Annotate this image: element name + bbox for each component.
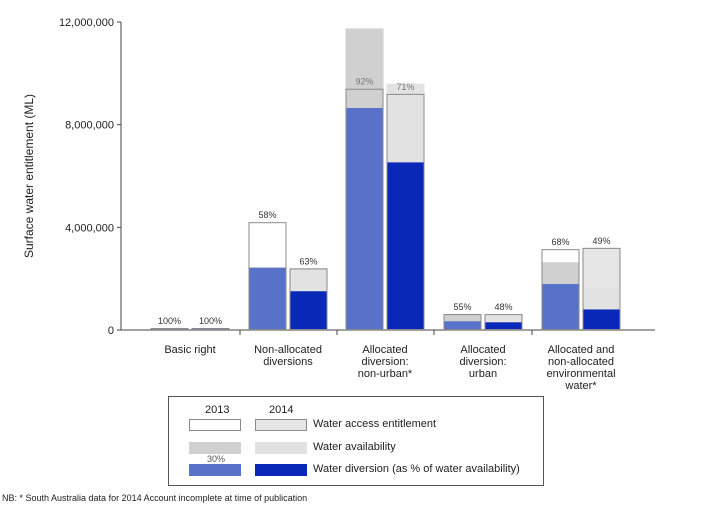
x-category-label: environmental — [546, 368, 615, 380]
bar-diversion-2013 — [443, 321, 482, 330]
legend-swatch-diversion-2013 — [189, 464, 241, 476]
bar-entitlement-outline-2014 — [582, 247, 621, 330]
bar-diversion-2014 — [484, 322, 523, 330]
y-tick-label: 8,000,000 — [65, 120, 114, 132]
legend-swatch-diversion-2014 — [255, 464, 307, 476]
bar-pct-label: 68% — [551, 237, 569, 247]
bar-entitlement-outline-2013 — [345, 88, 384, 330]
x-category-label: diversions — [263, 356, 313, 368]
legend-swatch-entitlement-2013 — [189, 419, 241, 431]
legend-swatch-entitlement-2014 — [255, 419, 307, 431]
bar-entitlement-outline-2014 — [191, 328, 230, 331]
bar-diversion-2014 — [386, 162, 425, 330]
legend-entitlement-label: Water access entitlement — [313, 418, 437, 430]
legend-year-2014: 2014 — [269, 404, 294, 416]
bar-diversion-2014 — [582, 309, 621, 330]
x-category-label: urban — [469, 368, 497, 380]
bar-diversion-2013 — [345, 107, 384, 330]
legend-swatch-availability-2014 — [255, 442, 307, 454]
x-category-label: diversion: — [459, 356, 506, 368]
bar-pct-label: 58% — [258, 210, 276, 220]
bar-pct-label: 100% — [199, 316, 222, 326]
bar-diversion-2013 — [541, 284, 580, 330]
x-category-label: non-allocated — [548, 356, 614, 368]
x-category-label: diversion: — [361, 356, 408, 368]
bar-diversion-2013 — [248, 267, 287, 330]
bar-entitlement-outline-2013 — [443, 314, 482, 331]
x-category-label: Basic right — [164, 344, 215, 356]
bar-entitlement-outline-2014 — [289, 268, 328, 330]
bar-pct-label: 63% — [299, 256, 317, 266]
x-category-label: non-urban* — [358, 368, 413, 380]
bar-entitlement-outline-2013 — [248, 222, 287, 330]
chart-area: 0 4,000,000 8,000,000 12,000,000 Surface wat… — [22, 17, 655, 392]
y-tick-label: 0 — [108, 325, 114, 337]
legend-year-2013: 2013 — [205, 404, 230, 416]
y-axis-label: Surface water entitlement (ML) — [22, 94, 36, 258]
bar-pct-label: 48% — [494, 302, 512, 312]
bar-pct-label: 92% — [355, 77, 373, 87]
x-category-label: Allocated and — [548, 344, 615, 356]
footnote: NB: * South Australia data for 2014 Acco… — [2, 493, 308, 503]
bar-pct-label: 100% — [158, 316, 181, 326]
x-category-label: Allocated — [460, 344, 505, 356]
legend-availability-label: Water availability — [313, 441, 396, 453]
y-tick-label: 4,000,000 — [65, 222, 114, 234]
bar-pct-label: 55% — [453, 302, 471, 312]
bar-entitlement-outline-2014 — [484, 314, 523, 331]
legend-swatch-availability-2013 — [189, 442, 241, 454]
bar-pct-label: 49% — [592, 236, 610, 246]
x-category-label: water* — [564, 380, 597, 392]
x-category-label: Allocated — [362, 344, 407, 356]
bar-entitlement-outline-2013 — [150, 328, 189, 331]
x-category-label: Non-allocated — [254, 344, 322, 356]
bar-pct-label: 71% — [396, 82, 414, 92]
y-tick-label: 12,000,000 — [59, 17, 114, 29]
legend: 2013 2014 Water access entitlement Water… — [168, 396, 544, 486]
legend-diversion-pct-example: 30% — [207, 454, 226, 464]
bar-diversion-2014 — [289, 291, 328, 330]
bar-entitlement-outline-2013 — [541, 249, 580, 330]
bar-entitlement-outline-2014 — [386, 93, 425, 330]
legend-diversion-label: Water diversion (as % of water availabil… — [313, 463, 520, 475]
